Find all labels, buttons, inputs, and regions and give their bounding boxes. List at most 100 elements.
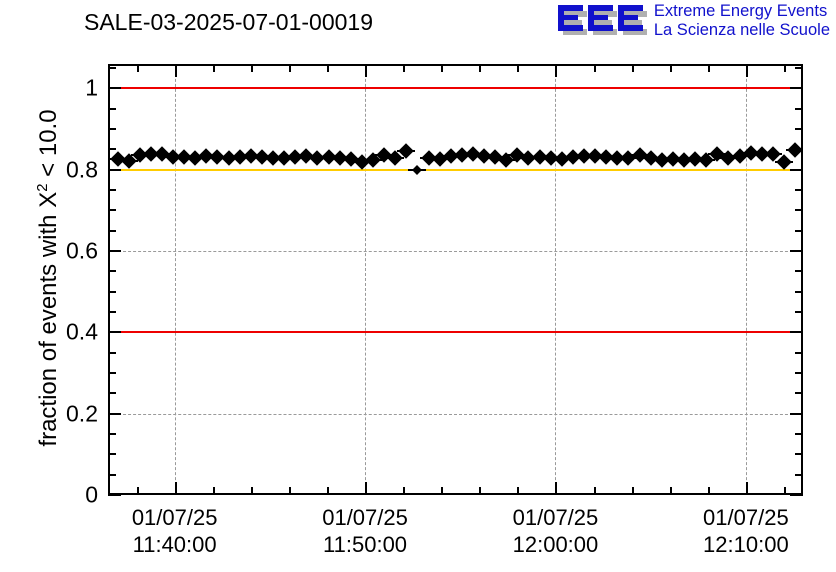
vertical-gridline xyxy=(745,64,747,495)
x-tick-label: 01/07/25 11:50:00 xyxy=(275,504,455,558)
x-axis-tick xyxy=(669,487,672,495)
logo-line-2: La Scienza nelle Scuole xyxy=(653,21,830,39)
y-tick-label: 0.4 xyxy=(66,318,98,345)
x-axis-tick xyxy=(403,64,406,72)
y-axis-tick xyxy=(108,250,121,253)
x-axis-tick xyxy=(326,487,329,495)
y-axis-label-superscript: 2 xyxy=(35,183,51,192)
x-axis-tick xyxy=(745,482,748,495)
y-axis-tick xyxy=(108,209,116,212)
x-axis-tick xyxy=(212,487,215,495)
yellow-warning-threshold xyxy=(108,168,803,171)
vertical-gridline xyxy=(174,64,176,495)
y-axis-tick xyxy=(108,494,121,496)
x-axis-tick xyxy=(365,64,368,77)
eee-logo: Extreme Energy Events La Scienza nelle S… xyxy=(557,1,830,43)
y-tick-label: 0 xyxy=(85,481,98,508)
y-axis-tick xyxy=(795,189,803,192)
y-axis-tick xyxy=(790,87,803,90)
y-axis-tick xyxy=(108,168,121,171)
y-axis-tick xyxy=(790,250,803,253)
x-axis-tick xyxy=(136,487,139,495)
y-tick-label: 1 xyxy=(85,74,98,101)
y-axis-tick xyxy=(795,148,803,151)
y-axis-label: fraction of events with X2 < 10.0 xyxy=(35,43,63,513)
y-axis-tick xyxy=(108,331,121,334)
y-axis-tick xyxy=(795,290,803,293)
x-axis-tick xyxy=(441,64,444,72)
plot-area xyxy=(108,64,803,495)
x-tick-time: 11:50:00 xyxy=(323,532,408,557)
plot-frame xyxy=(108,64,803,495)
y-axis-tick xyxy=(795,473,803,476)
x-axis-tick xyxy=(326,64,329,72)
x-tick-label: 01/07/25 12:00:00 xyxy=(465,504,645,558)
y-axis-tick xyxy=(108,433,116,435)
y-axis-tick xyxy=(795,453,803,456)
x-tick-label: 01/07/25 12:10:00 xyxy=(656,504,836,558)
y-axis-tick xyxy=(108,351,116,354)
x-axis-tick xyxy=(593,64,596,72)
horizontal-gridline xyxy=(108,251,803,253)
x-tick-label: 01/07/25 11:40:00 xyxy=(85,504,265,558)
x-axis-tick xyxy=(745,64,748,77)
y-axis-tick xyxy=(795,433,803,435)
x-axis-tick xyxy=(136,64,139,72)
y-tick-label: 0.8 xyxy=(66,156,98,183)
vertical-gridline xyxy=(555,64,557,495)
x-tick-date: 01/07/25 xyxy=(322,505,408,530)
y-axis-tick xyxy=(108,453,116,456)
x-axis-tick xyxy=(555,482,558,495)
y-axis-tick xyxy=(795,107,803,110)
y-axis-tick xyxy=(108,229,116,232)
x-axis-tick xyxy=(250,487,253,495)
lower-red-threshold xyxy=(108,331,803,334)
x-axis-tick xyxy=(212,64,215,72)
x-tick-date: 01/07/25 xyxy=(512,505,599,530)
y-axis-tick xyxy=(795,311,803,314)
y-axis-tick xyxy=(108,412,121,415)
vertical-gridline xyxy=(365,64,367,495)
x-axis-tick xyxy=(365,482,368,495)
y-axis-tick xyxy=(795,229,803,232)
x-axis-tick xyxy=(250,64,253,72)
y-axis-tick xyxy=(108,372,116,375)
y-axis-tick xyxy=(108,189,116,192)
x-axis-tick xyxy=(631,487,634,495)
x-axis-tick xyxy=(517,64,520,72)
y-axis-tick xyxy=(108,67,116,70)
y-axis-tick xyxy=(795,67,803,70)
x-axis-tick xyxy=(288,64,291,72)
x-axis-tick xyxy=(669,64,672,72)
y-axis-tick xyxy=(108,87,121,90)
x-axis-tick xyxy=(288,487,291,495)
y-axis-tick xyxy=(795,128,803,131)
x-axis-tick xyxy=(479,487,482,495)
x-axis-tick xyxy=(783,64,786,72)
y-axis-tick xyxy=(795,209,803,212)
y-axis-tick xyxy=(108,148,116,151)
y-axis-tick xyxy=(108,128,116,131)
x-axis-tick xyxy=(479,64,482,72)
y-axis-tick xyxy=(108,473,116,476)
y-axis-tick xyxy=(108,290,116,293)
x-tick-time: 12:10:00 xyxy=(703,532,789,557)
y-axis-tick xyxy=(108,107,116,110)
y-axis-tick xyxy=(790,168,803,171)
logo-text: Extreme Energy Events La Scienza nelle S… xyxy=(654,1,830,40)
y-axis-tick xyxy=(795,392,803,395)
page-title: SALE-03-2025-07-01-00019 xyxy=(84,9,373,35)
x-tick-date: 01/07/25 xyxy=(703,505,789,530)
y-axis-tick xyxy=(795,372,803,375)
x-axis-tick xyxy=(517,487,520,495)
x-axis-tick xyxy=(555,64,558,77)
y-tick-label: 0.6 xyxy=(66,237,98,264)
y-axis-tick xyxy=(790,331,803,334)
x-axis-tick xyxy=(174,482,177,495)
x-axis-tick xyxy=(631,64,634,72)
x-tick-time: 11:40:00 xyxy=(132,532,217,557)
x-tick-time: 12:00:00 xyxy=(512,532,599,557)
y-axis-tick xyxy=(108,392,116,395)
x-axis-tick xyxy=(707,487,710,495)
